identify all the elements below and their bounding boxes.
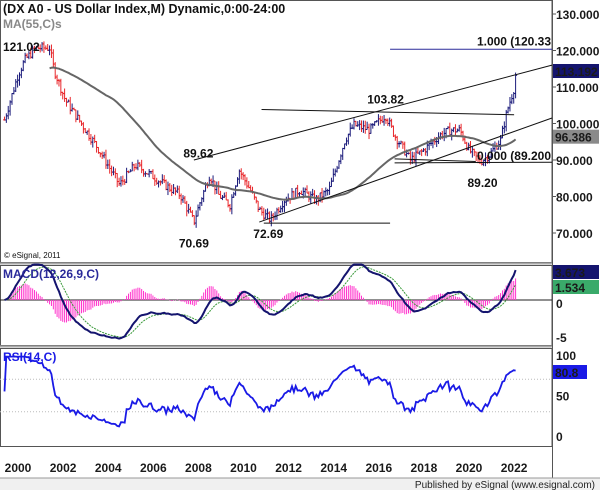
macd-signal-line <box>4 266 517 338</box>
price-annotation: 0.000 (89.200 <box>477 149 551 163</box>
x-tick-label: 2020 <box>456 461 483 475</box>
y-tick-label: 100.000 <box>556 118 600 132</box>
macd-tick-label: 0 <box>556 297 563 311</box>
chart-title: (DX A0 - US Dollar Index,M) Dynamic,0:00… <box>3 2 285 16</box>
x-tick-label: 2016 <box>365 461 392 475</box>
x-tick-label: 2018 <box>411 461 438 475</box>
rsi-panel <box>0 355 552 428</box>
trendline <box>259 117 553 223</box>
y-tick-label: 80.000 <box>556 191 593 205</box>
signal-value-badge-bg <box>553 280 599 294</box>
last-price-badge-bg <box>553 64 599 78</box>
rsi-tick-label: 0 <box>556 430 563 444</box>
macd-value-badge-bg <box>553 265 599 279</box>
y-tick-label: 130.000 <box>556 8 600 22</box>
copyright: © eSignal, 2011 <box>4 251 61 260</box>
x-tick-label: 2000 <box>5 461 32 475</box>
x-tick-label: 2006 <box>140 461 167 475</box>
y-tick-label: 110.000 <box>556 81 599 95</box>
macd-value-badge: 3.673 <box>555 266 585 280</box>
x-tick-label: 2012 <box>275 461 302 475</box>
y-tick-label: 90.000 <box>556 154 593 168</box>
rsi-value-badge: 80.8 <box>555 366 579 380</box>
x-tick-label: 2004 <box>95 461 122 475</box>
macd-legend: MACD(12,26,9,C) <box>3 267 99 281</box>
rsi-legend: RSI(14,C) <box>3 350 56 364</box>
rsi-tick-label: 50 <box>556 390 570 404</box>
price-panel: 121.02 70.69 72.69 89.62 103.82 89.20 1.000 (1… <box>2 34 553 250</box>
price-annotation: 1.000 (120.33 <box>477 34 551 48</box>
price-annotation: 103.82 <box>367 93 404 107</box>
rsi-tick-label: 100 <box>556 349 576 363</box>
x-tick-label: 2010 <box>230 461 257 475</box>
price-annotation: 89.62 <box>183 146 213 160</box>
rsi-line <box>3 355 516 428</box>
price-annotation: 121.02 <box>3 40 40 54</box>
trendline <box>394 158 476 162</box>
macd-panel <box>0 263 552 340</box>
trendline <box>261 109 515 116</box>
price-annotation: 70.69 <box>179 236 209 250</box>
ma-legend: MA(55,C)s <box>3 17 62 31</box>
price-annotation: 72.69 <box>253 227 283 241</box>
trendline <box>394 161 553 164</box>
macd-line <box>4 263 517 340</box>
signal-value-badge: 1.534 <box>555 281 585 295</box>
ma-value-badge: 96.386 <box>555 131 592 145</box>
ma-value-badge-bg <box>553 129 599 144</box>
y-tick-label: 70.000 <box>556 227 593 241</box>
footer-bar <box>0 478 600 490</box>
moving-average-line <box>49 66 517 201</box>
x-tick-label: 2014 <box>320 461 347 475</box>
price-bar <box>514 72 518 99</box>
price-annotation: 89.20 <box>468 176 498 190</box>
x-tick-label: 2008 <box>185 461 212 475</box>
macd-tick-label: -5 <box>556 331 567 345</box>
rsi-value-badge-bg <box>553 365 587 379</box>
x-tick-label: 2002 <box>50 461 77 475</box>
trendline <box>193 64 553 161</box>
published-by: Published by eSignal (www.esignal.com) <box>415 480 595 490</box>
last-price-badge: 113.192 <box>555 65 598 79</box>
y-tick-label: 120.000 <box>556 45 600 59</box>
x-tick-label: 2022 <box>501 461 528 475</box>
